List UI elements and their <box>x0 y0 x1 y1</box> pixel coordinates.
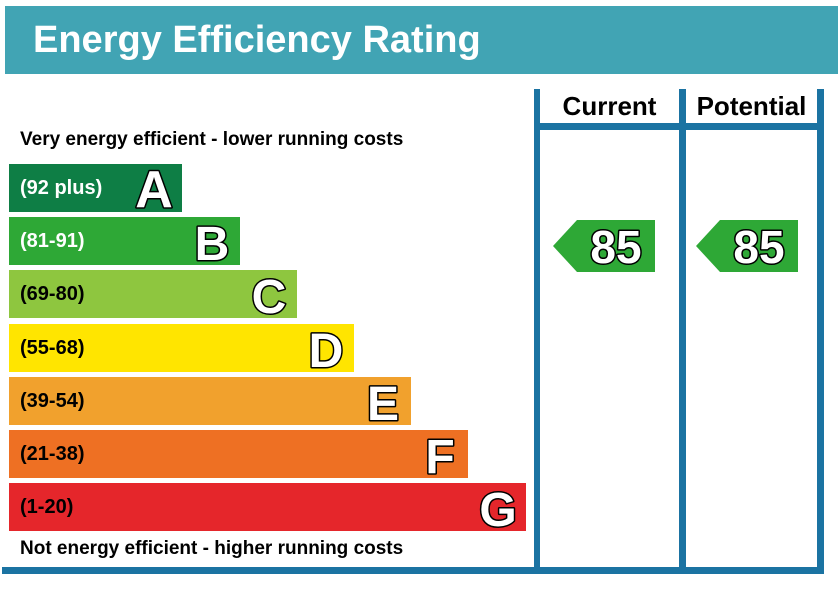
band-b-range-label: (81-91) <box>20 229 85 252</box>
band-f-letter: F <box>424 430 456 478</box>
potential-rating-value: 85 <box>733 221 784 272</box>
band-e: (39-54) E <box>9 377 411 425</box>
band-c: (69-80) C <box>9 270 297 318</box>
band-b-letter-text: B <box>195 218 230 265</box>
band-c-letter: C <box>250 270 288 318</box>
bottom-note: Not energy efficient - higher running co… <box>20 538 404 559</box>
chart-bottom-border <box>2 567 824 574</box>
band-f-letter-text: F <box>425 431 454 478</box>
band-g: (1-20) G <box>9 483 526 531</box>
chart-title-bar: Energy Efficiency Rating <box>5 6 838 74</box>
band-e-letter: E <box>365 377 400 425</box>
band-a-letter: A <box>134 164 175 212</box>
band-d-letter: D <box>307 324 345 372</box>
band-a: (92 plus) A <box>9 164 182 212</box>
potential-arrow-shape <box>696 220 798 272</box>
current-potential-divider <box>679 89 686 574</box>
band-d-letter-text: D <box>309 325 344 372</box>
top-note: Very energy efficient - lower running co… <box>20 129 404 150</box>
current-rating-arrow: 85 <box>553 220 655 272</box>
potential-rating-arrow: 85 <box>696 220 798 272</box>
current-arrow-shape <box>553 220 655 272</box>
band-g-letter-text: G <box>479 484 516 531</box>
potential-column-right-border <box>817 89 824 574</box>
chart-title: Energy Efficiency Rating <box>33 18 481 61</box>
band-e-letter-text: E <box>367 378 399 425</box>
band-a-letter-text: A <box>135 164 173 212</box>
band-b: (81-91) B <box>9 217 240 265</box>
band-g-range-label: (1-20) <box>20 495 74 518</box>
current-column-left-border <box>534 89 540 574</box>
band-f-range-label: (21-38) <box>20 442 85 465</box>
band-d: (55-68) D <box>9 324 354 372</box>
band-d-range-label: (55-68) <box>20 336 85 359</box>
band-a-range-label: (92 plus) <box>20 176 103 199</box>
current-column-header: Current <box>562 90 657 121</box>
band-g-letter: G <box>478 483 518 531</box>
band-b-letter: B <box>193 217 231 265</box>
band-c-letter-text: C <box>252 271 287 318</box>
band-e-range-label: (39-54) <box>20 389 85 412</box>
column-header-underline <box>534 123 824 130</box>
band-f: (21-38) F <box>9 430 468 478</box>
band-c-range-label: (69-80) <box>20 282 85 305</box>
current-rating-value: 85 <box>590 221 641 272</box>
potential-column-header: Potential <box>696 90 807 121</box>
